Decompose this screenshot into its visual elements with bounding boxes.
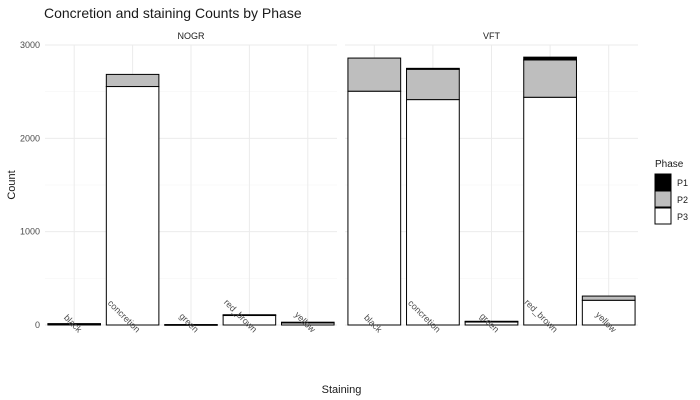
bar-segment-concretion-P3 xyxy=(105,86,160,326)
legend-swatch-p2 xyxy=(654,190,672,208)
x-axis-title: Staining xyxy=(322,384,362,396)
y-tick-label: 0 xyxy=(35,320,40,330)
bar-segment-concretion-P1 xyxy=(406,67,460,70)
facet-strip-label: NOGR xyxy=(178,31,206,41)
legend-label-p3: P3 xyxy=(677,212,688,222)
bar-segment-red_brown-P1 xyxy=(523,56,577,61)
facet-strip-label: VFT xyxy=(483,31,501,41)
bar-segment-black-P2 xyxy=(47,323,101,325)
y-tick-label: 1000 xyxy=(20,227,40,237)
chart-title: Concretion and staining Counts by Phase xyxy=(44,5,302,21)
bar-segment-green-P2 xyxy=(464,320,519,323)
x-tick-label-green: green xyxy=(177,311,200,334)
bar-segment-black-P3 xyxy=(347,90,402,326)
legend-label-p1: P1 xyxy=(677,178,688,188)
bar-segment-yellow-P2 xyxy=(281,321,335,324)
bar-segment-yellow-P2 xyxy=(581,295,636,301)
y-tick-label: 3000 xyxy=(20,40,40,50)
legend: Phase P1 P2 P3 xyxy=(654,159,688,225)
y-tick-label: 2000 xyxy=(20,133,40,143)
bar-segment-concretion-P3 xyxy=(406,99,460,326)
bar-segment-red_brown-P2 xyxy=(523,59,577,98)
bar-segment-concretion-P2 xyxy=(406,68,460,101)
bar-segment-black-P2 xyxy=(347,57,402,92)
bar-segment-concretion-P2 xyxy=(105,73,160,88)
legend-label-p2: P2 xyxy=(677,195,688,205)
legend-swatch-p1 xyxy=(654,173,672,191)
bar-segment-red_brown-P3 xyxy=(523,96,577,326)
y-axis-title: Count xyxy=(6,170,18,199)
bar-segment-red_brown-P2 xyxy=(222,314,277,317)
legend-swatch-p3 xyxy=(654,207,672,225)
legend-title: Phase xyxy=(655,159,684,170)
bar-segment-green-P3 xyxy=(164,324,218,326)
